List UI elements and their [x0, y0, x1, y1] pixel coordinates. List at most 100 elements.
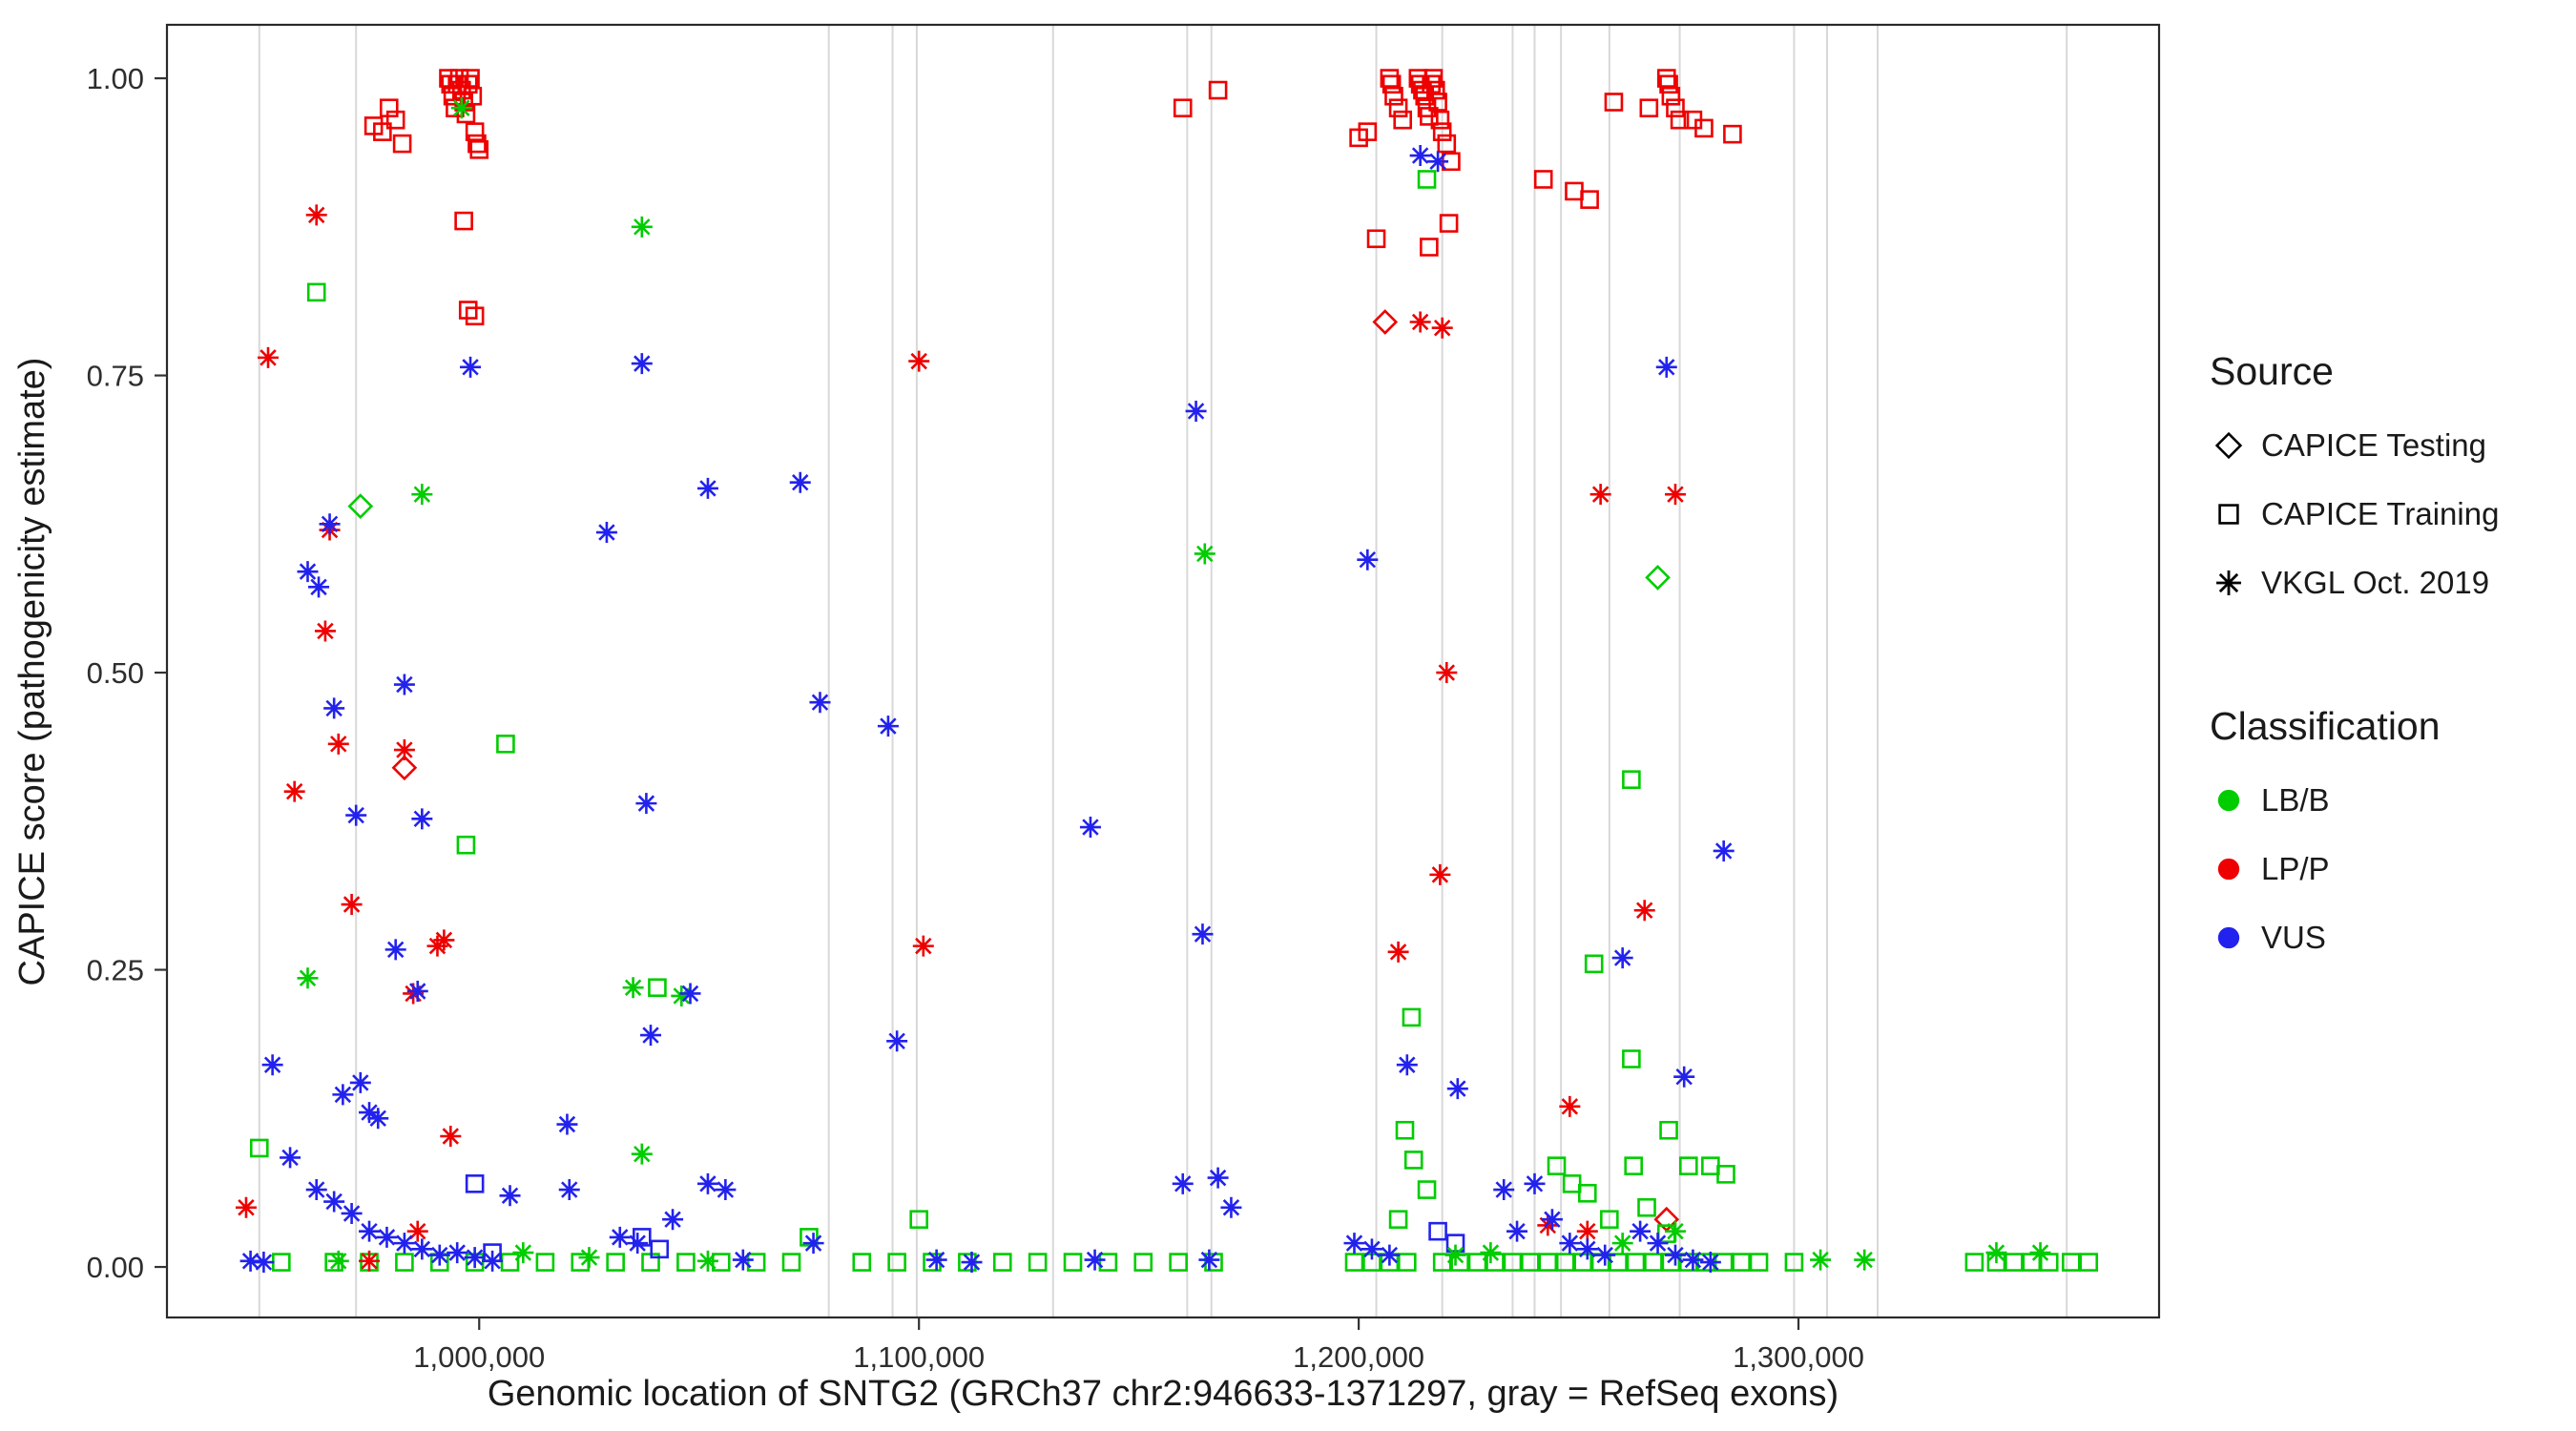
- data-point-asterisk: [1185, 400, 1207, 422]
- data-point-asterisk: [376, 1226, 398, 1248]
- y-tick-label: 0.00: [87, 1251, 144, 1284]
- data-point-square: [1425, 80, 1445, 100]
- data-point-square: [1659, 1120, 1678, 1140]
- data-point-asterisk: [239, 1250, 261, 1272]
- data-point-asterisk: [925, 1249, 947, 1271]
- legend-item-lbb: LB/B: [2210, 766, 2441, 835]
- data-point-asterisk: [1699, 1252, 1721, 1274]
- data-point-square: [852, 1253, 872, 1272]
- data-point-square: [1723, 124, 1742, 144]
- data-point-square: [1428, 93, 1447, 112]
- data-point-square: [800, 1228, 819, 1247]
- data-point-asterisk: [631, 353, 653, 375]
- legend-classification: Classification LB/B LP/P VUS: [2210, 704, 2441, 972]
- data-point-square: [1398, 1253, 1417, 1272]
- data-point-asterisk: [1446, 1078, 1468, 1100]
- data-point-asterisk: [341, 1202, 363, 1224]
- data-point-square: [1577, 1183, 1597, 1203]
- data-point-asterisk: [802, 1233, 824, 1255]
- data-point-asterisk: [403, 983, 425, 1005]
- data-point-asterisk: [464, 1247, 486, 1269]
- data-point-asterisk: [558, 1179, 580, 1201]
- data-point-square: [2005, 1253, 2024, 1272]
- data-point-square: [1701, 1156, 1720, 1175]
- data-point-asterisk: [308, 576, 330, 598]
- data-point-square: [1716, 1165, 1735, 1184]
- data-point-asterisk: [1559, 1095, 1581, 1117]
- data-point-asterisk: [631, 216, 653, 238]
- square-icon: [2218, 504, 2239, 525]
- data-point-asterisk: [696, 1250, 718, 1272]
- data-point-square: [454, 211, 473, 231]
- data-point-square: [909, 1210, 928, 1230]
- data-point-square: [1388, 1210, 1408, 1230]
- data-point-square: [1437, 134, 1457, 154]
- data-point-asterisk: [411, 1238, 433, 1260]
- data-point-square: [1402, 1007, 1422, 1027]
- data-point-square: [1666, 98, 1685, 118]
- data-point-asterisk: [393, 1233, 415, 1255]
- data-point-asterisk: [1493, 1179, 1515, 1201]
- data-point-asterisk: [1480, 1242, 1502, 1264]
- data-point-asterisk: [512, 1242, 534, 1264]
- data-point-square: [1562, 1174, 1582, 1193]
- data-point-asterisk: [609, 1226, 631, 1248]
- data-point-square: [1028, 1253, 1048, 1272]
- data-point-asterisk: [1664, 1220, 1686, 1242]
- data-point-square: [1432, 1253, 1452, 1272]
- legend-source: Source CAPICE Testing CAPICE Training VK…: [2210, 349, 2499, 617]
- data-point-square: [650, 1239, 670, 1259]
- data-point-diamond: [347, 493, 374, 519]
- data-point-asterisk: [406, 980, 428, 1002]
- data-point-asterisk: [809, 692, 831, 714]
- legend-item-lpp: LP/P: [2210, 835, 2441, 903]
- data-point-square: [272, 1253, 291, 1272]
- data-point-asterisk: [411, 808, 433, 830]
- data-point-square: [465, 306, 485, 326]
- data-point-square: [2079, 1253, 2099, 1272]
- data-point-square: [373, 122, 392, 141]
- data-point-square: [1784, 1253, 1804, 1272]
- data-point-asterisk: [283, 780, 305, 802]
- data-point-square: [1388, 98, 1408, 118]
- data-point-asterisk: [1655, 356, 1677, 378]
- x-axis-title: Genomic location of SNTG2 (GRCh37 chr2:9…: [488, 1374, 1839, 1414]
- data-point-square: [887, 1253, 906, 1272]
- legend-item-capice-testing: CAPICE Testing: [2210, 411, 2499, 480]
- legend-classification-title: Classification: [2210, 704, 2441, 748]
- data-point-asterisk: [1713, 840, 1735, 861]
- data-point-square: [447, 74, 467, 94]
- data-point-asterisk: [323, 1191, 345, 1213]
- data-point-asterisk: [297, 561, 319, 583]
- data-point-asterisk: [1524, 1172, 1546, 1194]
- data-point-square: [1384, 86, 1403, 106]
- data-point-asterisk: [671, 985, 693, 1006]
- data-point-asterisk: [631, 1143, 653, 1165]
- data-point-asterisk: [305, 204, 327, 226]
- data-point-square: [1656, 69, 1676, 88]
- data-point-asterisk: [327, 1250, 349, 1272]
- data-point-square: [606, 1253, 625, 1272]
- data-point-diamond: [1372, 309, 1399, 335]
- data-point-asterisk: [1361, 1238, 1382, 1260]
- data-point-asterisk: [482, 1250, 504, 1272]
- data-point-asterisk: [1576, 1220, 1598, 1242]
- data-point-asterisk: [1357, 549, 1379, 570]
- data-point-asterisk: [1172, 1172, 1194, 1194]
- x-tick-label: 1,000,000: [413, 1340, 545, 1374]
- data-point-asterisk: [1810, 1249, 1832, 1271]
- data-point-square: [1573, 1253, 1592, 1272]
- data-point-square: [385, 110, 405, 130]
- data-point-asterisk: [393, 739, 415, 761]
- data-point-square: [496, 735, 515, 754]
- data-point-square: [1732, 1253, 1751, 1272]
- data-point-square: [249, 1138, 269, 1158]
- data-point-asterisk: [1427, 151, 1449, 173]
- data-point-asterisk: [1664, 1244, 1686, 1266]
- data-point-asterisk: [297, 967, 319, 989]
- data-point-asterisk: [1594, 1244, 1616, 1266]
- data-point-square: [1366, 229, 1386, 249]
- data-point-square: [1580, 190, 1599, 209]
- y-tick-label: 0.75: [87, 360, 144, 393]
